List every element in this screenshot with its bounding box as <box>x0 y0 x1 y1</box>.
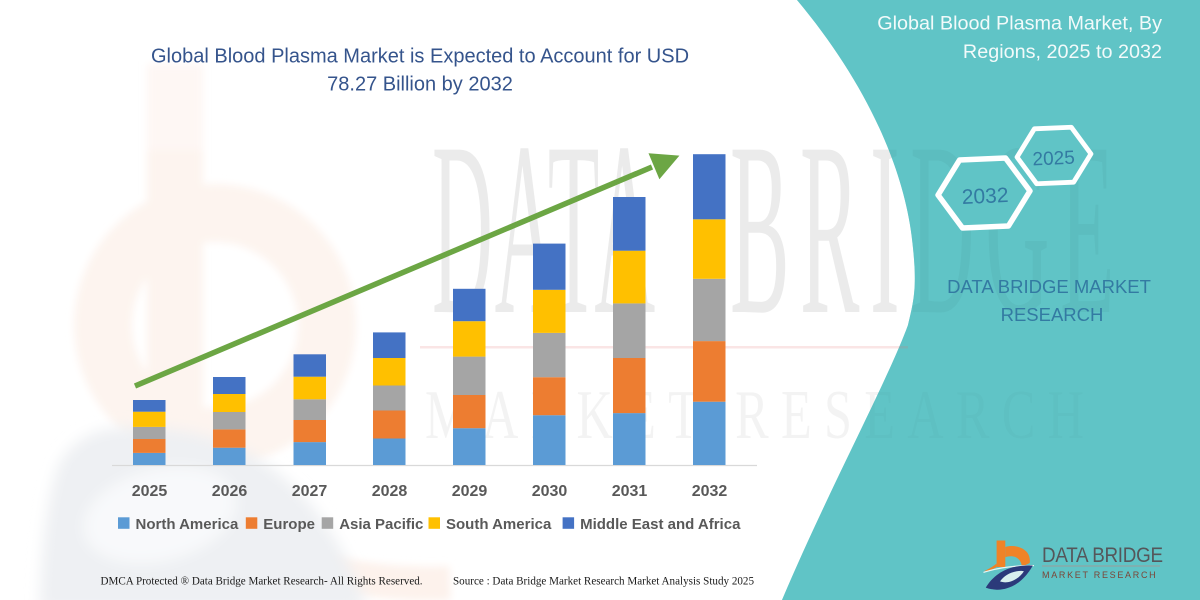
svg-text:2031: 2031 <box>612 483 648 500</box>
svg-text:Global Blood Plasma Market, By: Global Blood Plasma Market, By <box>877 13 1162 35</box>
svg-text:Europe: Europe <box>263 516 315 533</box>
svg-text:2025: 2025 <box>1032 148 1075 171</box>
svg-text:Regions, 2025 to 2032: Regions, 2025 to 2032 <box>963 41 1162 63</box>
svg-text:South America: South America <box>446 516 552 533</box>
svg-text:2028: 2028 <box>372 483 408 500</box>
svg-text:2029: 2029 <box>452 483 488 500</box>
svg-text:2032: 2032 <box>692 483 728 500</box>
svg-text:Asia Pacific: Asia Pacific <box>339 516 423 533</box>
svg-text:2027: 2027 <box>292 483 328 500</box>
svg-text:2030: 2030 <box>532 483 568 500</box>
svg-text:2025: 2025 <box>132 483 168 500</box>
svg-text:RESEARCH: RESEARCH <box>1001 304 1104 325</box>
svg-text:DATA BRIDGE MARKET: DATA BRIDGE MARKET <box>947 276 1151 297</box>
svg-text:Global Blood Plasma Market is: Global Blood Plasma Market is Expected t… <box>151 46 689 68</box>
svg-text:North America: North America <box>136 516 239 533</box>
svg-text:78.27 Billion by 2032: 78.27 Billion by 2032 <box>327 74 513 96</box>
svg-text:Source : Data Bridge Market Re: Source : Data Bridge Market Research Mar… <box>453 576 754 588</box>
svg-text:DMCA Protected ® Data Bridge M: DMCA Protected ® Data Bridge Market Rese… <box>101 576 423 588</box>
svg-text:MARKET RESEARCH: MARKET RESEARCH <box>1042 570 1157 580</box>
svg-text:2026: 2026 <box>212 483 248 500</box>
svg-text:DATA BRIDGE: DATA BRIDGE <box>1042 544 1163 567</box>
svg-text:2032: 2032 <box>961 184 1009 209</box>
svg-text:Middle East and Africa: Middle East and Africa <box>580 516 741 533</box>
